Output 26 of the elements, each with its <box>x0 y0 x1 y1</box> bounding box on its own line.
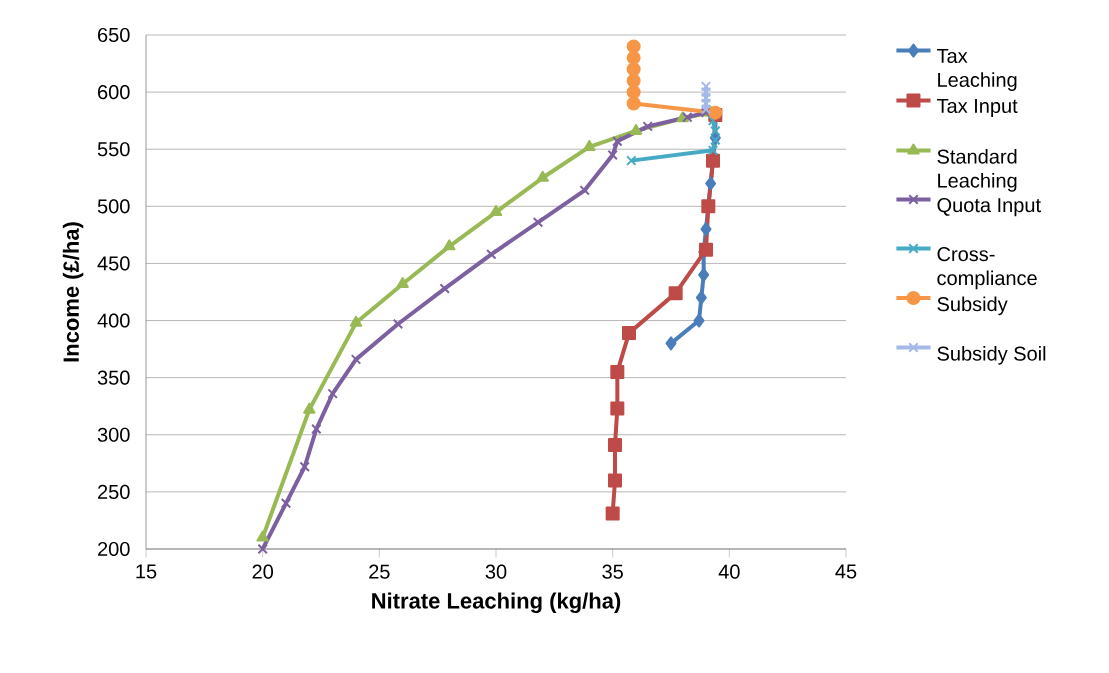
y-tick-label: 500 <box>97 199 130 214</box>
y-tick-label: 400 <box>97 313 130 328</box>
x-tick-label: 25 <box>369 564 390 579</box>
y-tick-label: 450 <box>97 256 130 271</box>
y-tick-label: 200 <box>98 541 130 557</box>
y-tick-label: 250 <box>98 484 130 499</box>
x-tick-label: 35 <box>602 564 623 579</box>
legend-label: Subsidy Soil <box>937 346 1046 365</box>
x-axis-title: Nitrate Leaching (kg/ha) <box>372 592 621 614</box>
y-tick-label: 550 <box>97 142 130 157</box>
legend-label: Tax Leaching <box>936 49 1017 91</box>
legend-label: Standard Leaching <box>937 149 1017 192</box>
legend-label: Cross-compliance <box>937 247 1037 290</box>
y-axis-title: Income (£/ha) <box>62 222 84 362</box>
x-tick-label: 45 <box>835 564 857 579</box>
y-tick-label: 350 <box>97 370 130 385</box>
x-tick-label: 15 <box>136 564 157 579</box>
x-tick-label: 40 <box>718 564 740 579</box>
x-tick-label: 20 <box>252 564 274 579</box>
y-tick-label: 600 <box>98 85 130 100</box>
legend-label: Quota Input <box>937 198 1041 217</box>
y-tick-label: 650 <box>98 27 130 43</box>
x-tick-label: 30 <box>485 564 507 579</box>
legend-label: Subsidy <box>937 296 1008 316</box>
y-tick-label: 300 <box>97 427 130 442</box>
legend-label: Tax Input <box>936 99 1018 117</box>
